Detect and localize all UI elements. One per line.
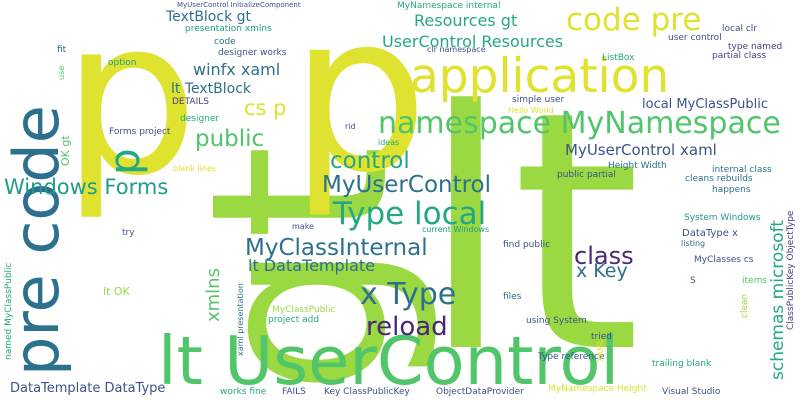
word-hello-world: Hello World [508, 106, 554, 115]
word-myusercontrol: MyUserControl [322, 172, 492, 198]
word-option: option [108, 58, 137, 68]
word-using-system: using System [526, 316, 587, 326]
word-winfx-xaml: winfx xaml [193, 60, 281, 79]
word-textblock-gt: TextBlock gt [166, 9, 252, 25]
word-myclassinternal: MyClassInternal [245, 235, 428, 261]
word-code-pre: code pre [566, 2, 702, 38]
word-class: class [574, 242, 634, 270]
word-type-reference: Type reference [538, 352, 605, 362]
word-xaml: XAML [596, 339, 605, 362]
word-p-2: p [290, 0, 429, 221]
word-lt-datatemplate: lt DataTemplate [248, 256, 376, 275]
word-p-small: p [100, 148, 149, 175]
word-x-key: x Key [576, 260, 628, 282]
word-ok-gt: OK gt [59, 135, 72, 166]
word-lt-usercontrol: lt UserControl [158, 322, 620, 400]
word-local-myclasspublic: local MyClassPublic [642, 97, 769, 112]
word-named-myclasspublic: named MyClassPublic [4, 262, 14, 360]
word-cs-p: cs p [244, 96, 287, 120]
word-xmlns: xmlns [203, 268, 224, 322]
word-rid: rid [345, 122, 356, 131]
word-forms-project: Forms project [109, 127, 171, 137]
word-listbox: ListBox [602, 53, 635, 63]
word-works-fine: works fine [220, 387, 267, 397]
word-application: application [410, 49, 670, 104]
word-visual-studio: Visual Studio [662, 387, 721, 397]
word-usercontrol-resources: UserControl Resources [382, 32, 564, 51]
word-designer: designer [180, 114, 220, 124]
word-ideas: ideas [378, 138, 400, 147]
word-myusercontrol-xaml: MyUserControl xaml [565, 141, 717, 159]
word-system-windows: System Windows [684, 213, 761, 223]
word-height-width: Height Width [608, 161, 667, 171]
word-public-partial: public partial [557, 170, 616, 180]
word-datatemplate-datatype: DataTemplate DataType [10, 381, 166, 396]
word-make: make [292, 222, 314, 231]
word-fit: fit [57, 45, 67, 55]
word-myclasspublic: MyClassPublic [272, 305, 336, 315]
word-key-classpublickey: Key ClassPublicKey [324, 387, 410, 397]
word-public: public [195, 126, 265, 152]
word-lt: lt [420, 41, 642, 400]
word-namespace-mynamespace: namespace MyNamespace [378, 106, 781, 141]
word-files: files [503, 292, 522, 302]
word-use: use [57, 65, 66, 80]
word-try: try [122, 228, 135, 238]
word-partial-class: partial class [712, 51, 767, 61]
word-objectdataprovider: ObjectDataProvider [436, 387, 524, 397]
word-trailing-blank: trailing blank [652, 359, 712, 369]
word-mynamespace-internal: MyNamespace internal [397, 1, 501, 11]
word-blank-lines: blank lines [173, 164, 217, 173]
word-classpublickey-objecttype: ClassPublicKey ObjectType [786, 210, 796, 330]
word-happens: happens [712, 185, 751, 195]
word-tried: tried [591, 332, 612, 342]
word-xaml-presentation: xaml presentation [236, 283, 245, 356]
word-p: p [62, 0, 199, 223]
word-type-named: type named [728, 42, 783, 52]
word-fails: FAILS [282, 387, 306, 397]
word-internal-class: internal class [712, 165, 772, 175]
word-simple-user: simple user [512, 95, 565, 105]
word-clean: clean [740, 293, 750, 318]
word-myclasses-cs: MyClasses cs [694, 255, 754, 265]
word-presentation-xmlns: presentation xmlns [185, 24, 272, 34]
word-find-public: find public [503, 240, 551, 250]
word-windows-forms: Windows Forms [4, 175, 169, 199]
word-reload: reload [366, 312, 448, 342]
word-schemas-microsoft: schemas microsoft [768, 220, 788, 380]
word-project-add: project add [268, 315, 320, 325]
word-local-clr: local clr [722, 24, 757, 34]
word-myusercontrol-initializecomponent: MyUserControl InitializeComponent [177, 1, 301, 9]
word-type-local: Type local [333, 196, 487, 232]
word-cleans-rebuilds: cleans rebuilds [685, 174, 753, 184]
word-resources-gt: Resources gt [414, 11, 518, 30]
word-s: S [690, 276, 696, 286]
word-code: code [214, 37, 236, 47]
word-mynamespace-height: MyNamespace Height [548, 384, 647, 394]
word-details: DETAILS [172, 97, 209, 107]
word-clr-namespace: clr namespace [427, 45, 486, 54]
word-control: control [330, 148, 410, 174]
word-user-control: user control [668, 33, 722, 43]
word-datatype-x: DataType x [682, 228, 738, 239]
word-lt-textblock: lt TextBlock [171, 81, 252, 97]
word-listing: listing [681, 239, 706, 248]
word-current-windows: current Windows [422, 225, 490, 234]
word-designer-works: designer works [218, 48, 287, 58]
word-x-type: x Type [360, 277, 457, 312]
word-lt-ok: lt OK [103, 285, 130, 298]
word-items: items [742, 276, 768, 286]
